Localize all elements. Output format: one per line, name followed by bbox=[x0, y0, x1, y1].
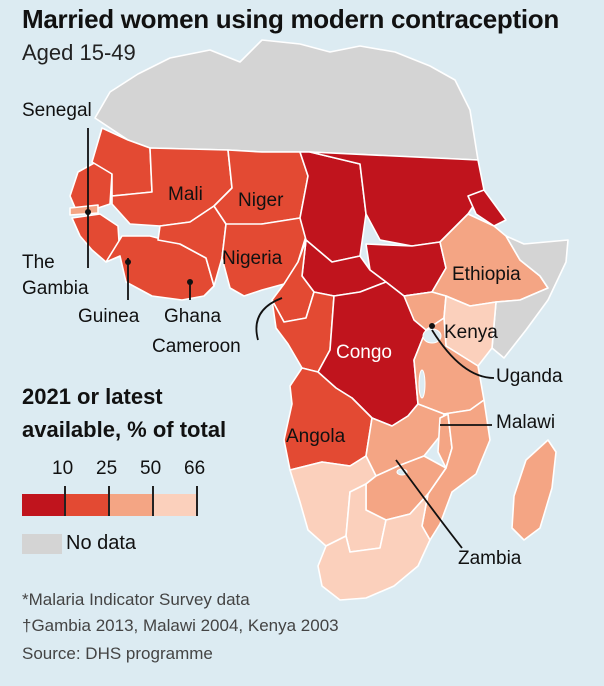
marker-senegal bbox=[85, 209, 91, 215]
label-ghana: Ghana bbox=[164, 306, 222, 327]
label-guinea: Guinea bbox=[78, 306, 140, 327]
legend-swatch-25-50 bbox=[110, 494, 152, 516]
legend-no-data-label: No data bbox=[66, 532, 137, 554]
legend-swatch-under-10 bbox=[22, 494, 64, 516]
label-the-gambia-2: Gambia bbox=[22, 278, 89, 299]
label-niger: Niger bbox=[238, 190, 284, 211]
label-congo: Congo bbox=[336, 342, 392, 363]
region-eritrea bbox=[467, 189, 507, 227]
legend-title: 2021 or latest available, % of total bbox=[22, 380, 226, 446]
label-malawi: Malawi bbox=[496, 412, 556, 433]
legend-title-line2: available, % of total bbox=[22, 417, 227, 442]
label-cameroon: Cameroon bbox=[152, 336, 241, 357]
region-north-africa-no-data bbox=[94, 39, 479, 161]
marker-guinea bbox=[125, 259, 131, 265]
region-somalia-no-data bbox=[491, 235, 569, 359]
legend-divider bbox=[108, 486, 110, 516]
region-mozambique bbox=[421, 399, 491, 541]
legend-divider bbox=[64, 486, 66, 516]
source-note: Source: DHS programme bbox=[22, 644, 213, 663]
leader-uganda bbox=[431, 329, 495, 379]
legend-tick-66: 66 bbox=[184, 458, 206, 479]
leader-cameroon bbox=[255, 297, 283, 341]
legend-swatch-no-data bbox=[22, 534, 62, 554]
lake-tanganyika bbox=[418, 369, 426, 399]
footnote-years: †Gambia 2013, Malawi 2004, Kenya 2003 bbox=[22, 616, 339, 635]
region-south-africa bbox=[317, 493, 431, 601]
label-ethiopia: Ethiopia bbox=[452, 264, 521, 285]
legend-swatch-50-66 bbox=[154, 494, 196, 516]
label-nigeria: Nigeria bbox=[222, 248, 283, 269]
region-madagascar bbox=[511, 439, 557, 541]
legend-title-line1: 2021 or latest bbox=[22, 384, 163, 409]
legend-tick-25: 25 bbox=[96, 458, 118, 479]
marker-ghana bbox=[187, 279, 193, 285]
region-west-coast bbox=[105, 235, 215, 301]
legend-divider bbox=[152, 486, 154, 516]
legend-tick-50: 50 bbox=[140, 458, 162, 479]
legend-divider bbox=[196, 486, 198, 516]
label-kenya: Kenya bbox=[444, 322, 498, 343]
legend-tick-10: 10 bbox=[52, 458, 74, 479]
map-title: Married women using modern contraception bbox=[22, 4, 559, 34]
marker-uganda bbox=[429, 323, 435, 329]
label-zambia: Zambia bbox=[458, 548, 522, 569]
label-the-gambia-1: The bbox=[22, 252, 55, 273]
label-mali: Mali bbox=[168, 184, 203, 205]
footnote-malaria: *Malaria Indicator Survey data bbox=[22, 590, 250, 609]
legend-swatch-10-25 bbox=[66, 494, 108, 516]
label-uganda: Uganda bbox=[496, 366, 563, 387]
label-angola: Angola bbox=[286, 426, 346, 447]
map-subtitle: Aged 15-49 bbox=[22, 40, 136, 65]
leader-zambia bbox=[395, 459, 463, 549]
region-ghana bbox=[157, 205, 227, 287]
label-senegal: Senegal bbox=[22, 100, 92, 121]
